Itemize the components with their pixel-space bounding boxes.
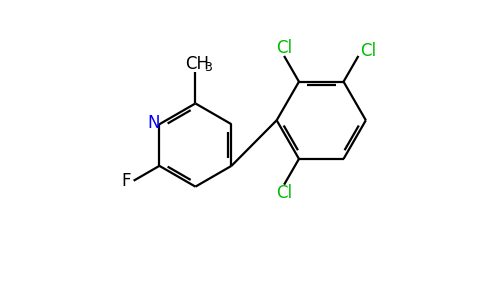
Text: CH: CH (185, 55, 210, 73)
Text: F: F (121, 172, 131, 190)
Text: 3: 3 (204, 61, 212, 74)
Text: N: N (147, 114, 160, 132)
Text: Cl: Cl (360, 42, 377, 60)
Text: Cl: Cl (276, 39, 292, 57)
Text: Cl: Cl (276, 184, 292, 202)
